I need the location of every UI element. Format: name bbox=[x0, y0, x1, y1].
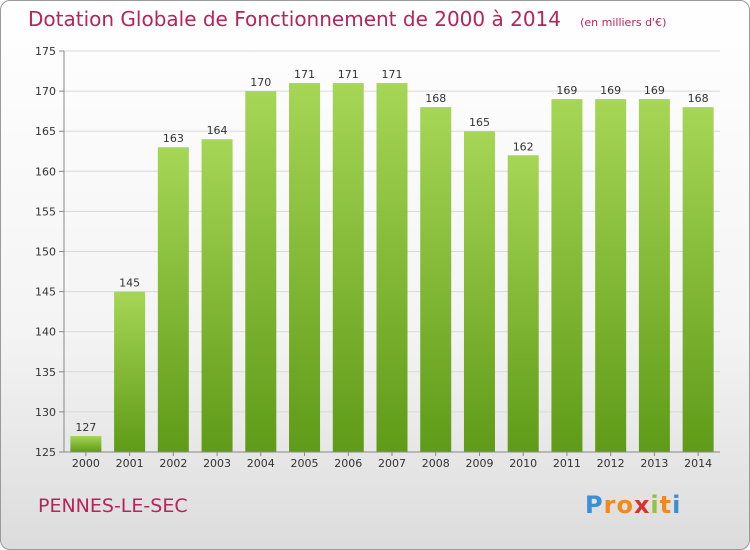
logo-text: Proxiti bbox=[585, 491, 681, 519]
bar bbox=[157, 147, 189, 453]
bar bbox=[551, 99, 583, 453]
x-tick-label: 2011 bbox=[553, 457, 581, 470]
axes: 125 130 135 140 145 150 155 160 165 170 175 2000 200… bbox=[35, 45, 720, 470]
bar bbox=[595, 99, 627, 453]
chart-subtitle: (en milliers d'€) bbox=[580, 16, 667, 29]
bar bbox=[682, 107, 714, 452]
proxiti-logo[interactable]: Proxiti bbox=[585, 491, 681, 519]
y-tick-label: 145 bbox=[35, 286, 56, 299]
x-tick-label: 2002 bbox=[159, 457, 187, 470]
x-tick-label: 2000 bbox=[72, 457, 100, 470]
data-label: 171 bbox=[382, 68, 403, 81]
y-tick-label: 125 bbox=[35, 446, 56, 459]
logo-letter: t bbox=[659, 491, 673, 519]
x-tick-label: 2003 bbox=[203, 457, 231, 470]
bar bbox=[114, 291, 146, 452]
x-tick-label: 2012 bbox=[597, 457, 625, 470]
x-tick-label: 2001 bbox=[116, 457, 144, 470]
bar bbox=[70, 435, 102, 452]
bar bbox=[463, 131, 495, 452]
y-tick-label: 135 bbox=[35, 366, 56, 379]
data-label: 163 bbox=[163, 132, 184, 145]
x-tick-label: 2008 bbox=[422, 457, 450, 470]
x-tick-label: 2014 bbox=[684, 457, 712, 470]
y-tick-label: 140 bbox=[35, 326, 56, 339]
data-label: 127 bbox=[75, 421, 96, 434]
bar bbox=[289, 83, 321, 452]
x-tick-label: 2005 bbox=[291, 457, 319, 470]
bar bbox=[420, 107, 452, 452]
logo-letter: o bbox=[616, 491, 634, 519]
logo-letter: P bbox=[585, 491, 604, 519]
bar bbox=[507, 155, 539, 452]
chart-title: Dotation Globale de Fonctionnement de 20… bbox=[28, 7, 561, 31]
chart-header: Dotation Globale de Fonctionnement de 20… bbox=[28, 7, 666, 31]
y-tick-label: 130 bbox=[35, 406, 56, 419]
data-label: 145 bbox=[119, 277, 140, 290]
x-tick-label: 2009 bbox=[465, 457, 493, 470]
y-tick-label: 160 bbox=[35, 165, 56, 178]
bar bbox=[638, 99, 670, 453]
data-label: 169 bbox=[600, 84, 621, 97]
data-label: 168 bbox=[688, 92, 709, 105]
logo-letter: i bbox=[672, 491, 682, 519]
data-label: 164 bbox=[207, 124, 228, 137]
bar bbox=[245, 91, 277, 452]
logo-letter: x bbox=[633, 491, 651, 519]
x-tick-label: 2007 bbox=[378, 457, 406, 470]
logo-letter: i bbox=[650, 491, 660, 519]
x-tick-label: 2004 bbox=[247, 457, 275, 470]
y-tick-label: 165 bbox=[35, 125, 56, 138]
bar bbox=[201, 139, 233, 452]
y-tick-label: 150 bbox=[35, 246, 56, 259]
y-tick-label: 155 bbox=[35, 205, 56, 218]
commune-name: PENNES-LE-SEC bbox=[38, 495, 188, 517]
data-label: 168 bbox=[425, 92, 446, 105]
data-label: 165 bbox=[469, 116, 490, 129]
bars: 127 145 163 164 170 171 171 171 168 165 162 169 169 1… bbox=[70, 68, 714, 453]
x-tick-label: 2013 bbox=[640, 457, 668, 470]
data-label: 170 bbox=[250, 76, 271, 89]
data-label: 162 bbox=[513, 140, 534, 153]
bar bbox=[332, 83, 364, 452]
y-tick-label: 175 bbox=[35, 45, 56, 58]
logo-letter: r bbox=[603, 491, 617, 519]
bar bbox=[376, 83, 408, 452]
x-tick-label: 2006 bbox=[334, 457, 362, 470]
x-tick-label: 2010 bbox=[509, 457, 537, 470]
y-tick-label: 170 bbox=[35, 85, 56, 98]
data-label: 169 bbox=[644, 84, 665, 97]
data-label: 171 bbox=[294, 68, 315, 81]
data-label: 171 bbox=[338, 68, 359, 81]
data-label: 169 bbox=[556, 84, 577, 97]
